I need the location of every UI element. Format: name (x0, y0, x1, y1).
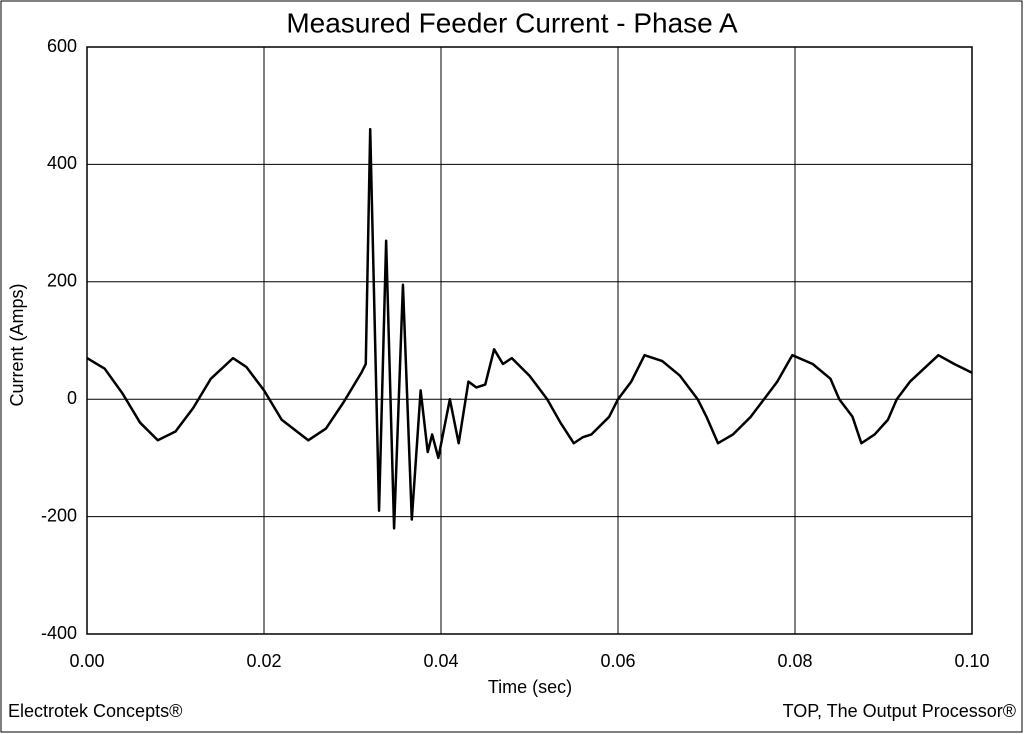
x-tick-label: 0.10 (954, 651, 989, 671)
x-tick-label: 0.04 (423, 651, 458, 671)
y-axis-label: Current (Amps) (7, 283, 27, 406)
y-tick-label: 400 (47, 153, 77, 173)
y-tick-label: -400 (41, 623, 77, 643)
footer-right: TOP, The Output Processor® (783, 701, 1016, 721)
y-tick-label: 200 (47, 271, 77, 291)
y-tick-label: 600 (47, 36, 77, 56)
plot-border (86, 46, 973, 635)
x-axis-label: Time (sec) (488, 677, 572, 697)
x-tick-label: 0.08 (777, 651, 812, 671)
footer-left: Electrotek Concepts® (8, 701, 182, 721)
y-tick-label: 0 (67, 388, 77, 408)
series-line (86, 127, 973, 530)
chart-title: Measured Feeder Current - Phase A (286, 7, 738, 38)
x-tick-label: 0.02 (246, 651, 281, 671)
y-tick-label: -200 (41, 505, 77, 525)
x-tick-label: 0.06 (600, 651, 635, 671)
x-tick-label: 0.00 (69, 651, 104, 671)
